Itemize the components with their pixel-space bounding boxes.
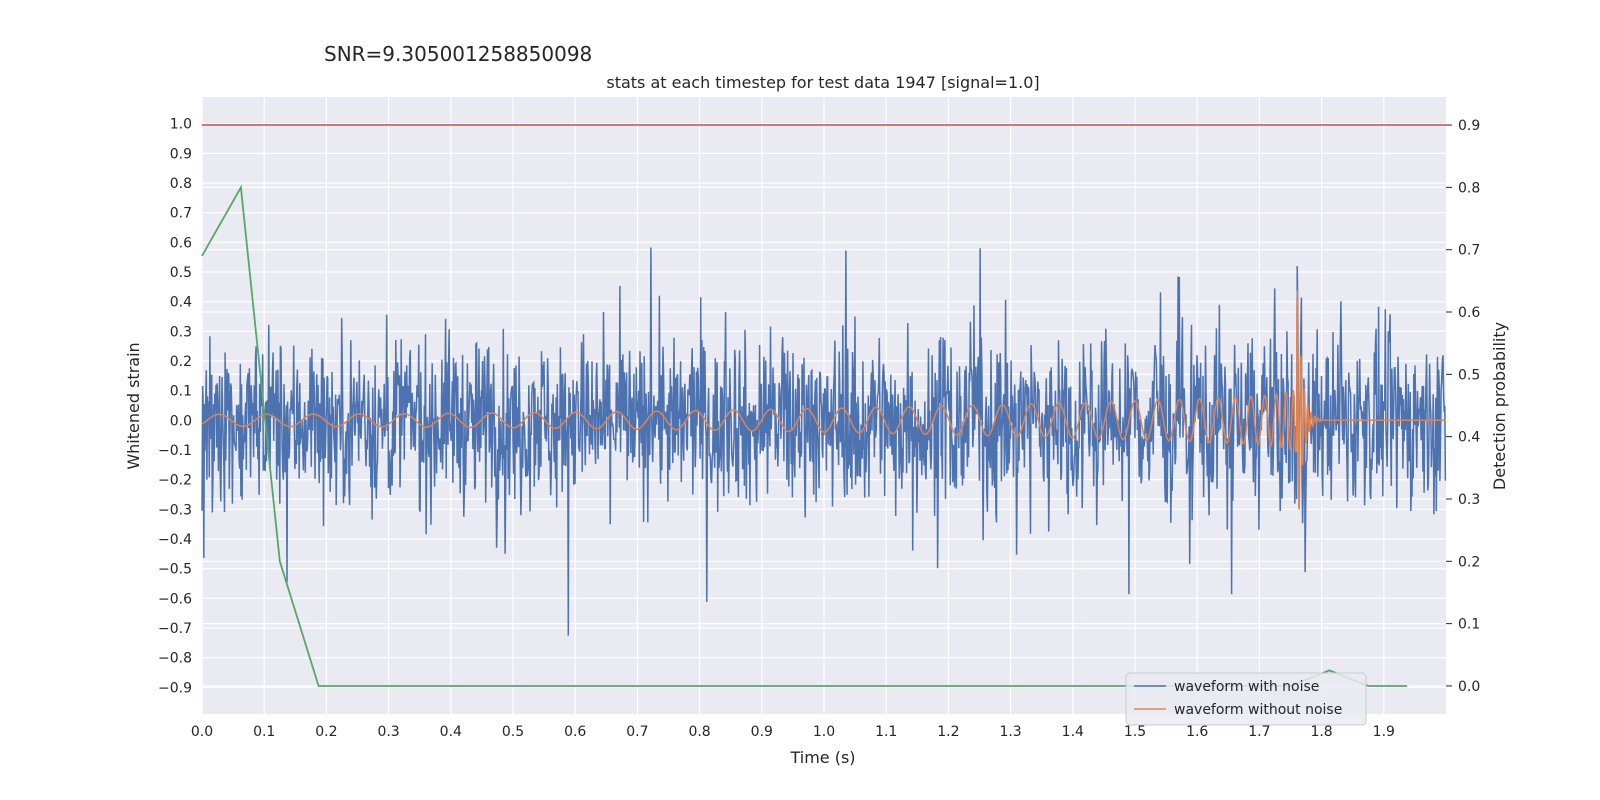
legend-label-no-noise: waveform without noise bbox=[1174, 702, 1342, 718]
x-tick-label: 1.3 bbox=[999, 724, 1021, 740]
y-tick-label: −0.3 bbox=[158, 502, 192, 518]
y2-tick-label: 0.7 bbox=[1458, 243, 1480, 259]
x-tick-label: 1.6 bbox=[1186, 724, 1208, 740]
x-tick-label: 1.0 bbox=[813, 724, 835, 740]
y2-tick-label: 0.1 bbox=[1458, 617, 1480, 633]
y2-tick-label: 0.2 bbox=[1458, 554, 1480, 570]
y-tick-label: 0.0 bbox=[170, 413, 192, 429]
y-tick-label: 0.8 bbox=[170, 176, 192, 192]
x-tick-label: 0.5 bbox=[502, 724, 524, 740]
x-tick-label: 1.7 bbox=[1248, 724, 1270, 740]
legend-label-noise: waveform with noise bbox=[1174, 679, 1319, 695]
y-tick-label: −0.6 bbox=[158, 591, 192, 607]
x-tick-label: 0.4 bbox=[440, 724, 462, 740]
y-tick-label: 0.7 bbox=[170, 206, 192, 222]
x-tick-label: 0.8 bbox=[688, 724, 710, 740]
y-tick-label: 0.6 bbox=[170, 235, 192, 251]
y2-tick-label: 0.3 bbox=[1458, 492, 1480, 508]
y-tick-label: 0.3 bbox=[170, 324, 192, 340]
x-tick-label: 0.6 bbox=[564, 724, 586, 740]
y2-tick-label: 0.4 bbox=[1458, 430, 1480, 446]
x-tick-label: 1.8 bbox=[1310, 724, 1332, 740]
x-tick-label: 0.9 bbox=[751, 724, 773, 740]
y-axis-ticks: 1.0 0.9 0.8 0.7 0.6 0.5 0.4 0.3 0.2 0.1 0.0 −0.1 −0.… bbox=[158, 117, 192, 697]
y-tick-label: −0.2 bbox=[158, 473, 192, 489]
y2-tick-label: 0.0 bbox=[1458, 679, 1480, 695]
y-tick-label: 0.4 bbox=[170, 295, 192, 311]
x-tick-label: 0.0 bbox=[191, 724, 213, 740]
y2-axis-ticks: 0.9 0.8 0.7 0.6 0.5 0.4 0.3 0.2 0.1 0.0 bbox=[1446, 118, 1480, 695]
y-tick-label: −0.5 bbox=[158, 562, 192, 578]
y2-tick-label: 0.6 bbox=[1458, 305, 1480, 321]
x-tick-label: 1.1 bbox=[875, 724, 897, 740]
x-axis-label: Time (s) bbox=[789, 748, 855, 767]
y-tick-label: 1.0 bbox=[170, 117, 192, 133]
y-tick-label: −0.9 bbox=[158, 680, 192, 696]
y-tick-label: −0.1 bbox=[158, 443, 192, 459]
y-axis-label: Whitened strain bbox=[124, 342, 143, 469]
y2-tick-label: 0.9 bbox=[1458, 118, 1480, 134]
waveform-without-noise-line bbox=[201, 290, 1446, 510]
y2-tick-label: 0.5 bbox=[1458, 367, 1480, 383]
y-tick-label: 0.9 bbox=[170, 146, 192, 162]
x-tick-label: 1.4 bbox=[1062, 724, 1084, 740]
y-tick-label: −0.8 bbox=[158, 651, 192, 667]
y2-tick-label: 0.8 bbox=[1458, 180, 1480, 196]
chart-title: stats at each timestep for test data 194… bbox=[606, 73, 1039, 92]
x-tick-label: 0.2 bbox=[315, 724, 337, 740]
x-tick-label: 0.3 bbox=[377, 724, 399, 740]
suptitle: SNR=9.305001258850098 bbox=[324, 42, 592, 66]
waveform-with-noise-line bbox=[201, 247, 1447, 636]
y-tick-label: 0.5 bbox=[170, 265, 192, 281]
x-tick-label: 0.7 bbox=[626, 724, 648, 740]
x-axis-ticks: 0.0 0.1 0.2 0.3 0.4 0.5 0.6 0.7 0.8 0.9 1.0 1.1 1.2 1… bbox=[191, 724, 1395, 740]
x-tick-label: 1.2 bbox=[937, 724, 959, 740]
x-tick-label: 1.9 bbox=[1373, 724, 1395, 740]
x-tick-label: 0.1 bbox=[253, 724, 275, 740]
y-tick-label: −0.4 bbox=[158, 532, 192, 548]
legend-frame bbox=[1125, 672, 1367, 726]
series-layer bbox=[201, 124, 1447, 687]
legend: waveform with noise waveform without noi… bbox=[1125, 672, 1367, 726]
x-tick-label: 1.5 bbox=[1124, 724, 1146, 740]
y-tick-label: 0.1 bbox=[170, 384, 192, 400]
y-tick-label: 0.2 bbox=[170, 354, 192, 370]
y-tick-label: −0.7 bbox=[158, 621, 192, 637]
y2-axis-label: Detection probability bbox=[1490, 322, 1509, 490]
